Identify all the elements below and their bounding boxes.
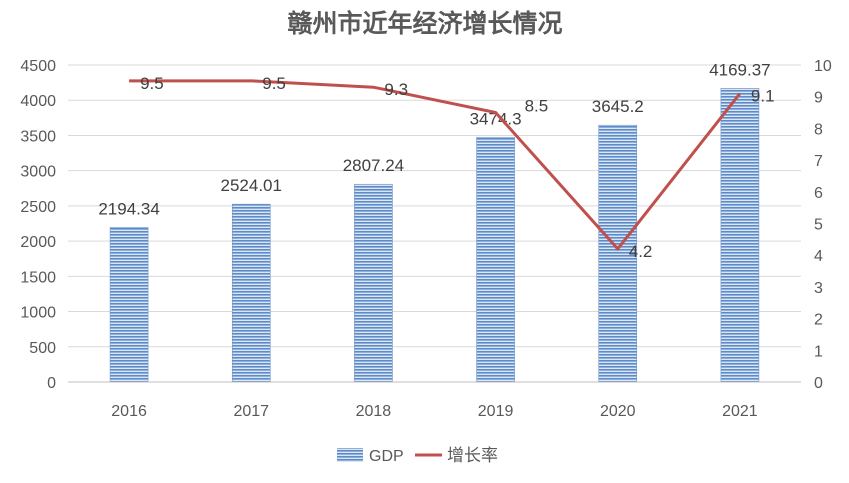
y-left-tick-label: 1000 — [20, 305, 56, 322]
y-right-tick-label: 1 — [814, 343, 823, 360]
line-data-label: 8.5 — [525, 97, 549, 116]
line-data-label: 4.2 — [629, 242, 653, 261]
bar-data-label: 4169.37 — [709, 60, 770, 79]
x-tick-label: 2019 — [478, 403, 514, 420]
y-left-tick-label: 4000 — [20, 93, 56, 110]
y-right-tick-label: 3 — [814, 280, 823, 297]
x-tick-label: 2017 — [233, 403, 269, 420]
line-data-label: 9.1 — [751, 87, 775, 106]
y-right-tick-label: 2 — [814, 312, 823, 329]
y-left-tick-label: 500 — [29, 340, 56, 357]
bar-data-label: 2524.01 — [221, 176, 282, 195]
x-tick-label: 2018 — [356, 403, 392, 420]
y-left-tick-label: 3000 — [20, 164, 56, 181]
bar-data-label: 3474.3 — [470, 109, 522, 128]
bar-gdp — [109, 227, 149, 383]
y-right-tick-label: 0 — [814, 375, 823, 392]
y-right-tick-label: 5 — [814, 217, 823, 234]
y-left-tick-label: 2000 — [20, 234, 56, 251]
y-right-tick-label: 8 — [814, 121, 823, 138]
legend-label-rate: 增长率 — [447, 446, 498, 465]
bar-gdp — [476, 136, 515, 383]
y-right-tick-label: 4 — [814, 248, 823, 265]
chart-title: 赣州市近年经济增长情况 — [287, 9, 562, 38]
x-tick-label: 2020 — [600, 403, 636, 420]
x-tick-label: 2016 — [111, 403, 147, 420]
y-right-tick-label: 7 — [814, 153, 823, 170]
legend: GDP 增长率 — [337, 446, 498, 465]
line-data-label: 9.3 — [384, 80, 408, 99]
line-growth-rate — [129, 79, 742, 252]
bar-gdp — [720, 87, 760, 383]
y-right-tick-label: 6 — [814, 185, 823, 202]
legend-label-gdp: GDP — [369, 448, 404, 465]
y-right-tick-label: 9 — [814, 90, 823, 107]
line-data-label: 9.5 — [262, 74, 286, 93]
y-left-tick-label: 2500 — [20, 199, 56, 216]
bar-gdp — [231, 203, 271, 383]
bar-gdp — [354, 183, 393, 383]
line-data-label: 9.5 — [140, 74, 164, 93]
bar-data-label: 3645.2 — [592, 97, 644, 116]
y-left-tick-label: 0 — [47, 375, 56, 392]
y-left-tick-label: 4500 — [20, 58, 56, 75]
y-right-tick-label: 10 — [814, 58, 832, 75]
x-tick-label: 2021 — [722, 403, 758, 420]
bar-gdp — [598, 124, 638, 383]
y-left-tick-label: 3500 — [20, 128, 56, 145]
bar-data-label: 2194.34 — [98, 199, 159, 218]
y-left-tick-label: 1500 — [20, 269, 56, 286]
bar-data-label: 2807.24 — [343, 156, 404, 175]
legend-swatch-gdp — [337, 448, 363, 462]
